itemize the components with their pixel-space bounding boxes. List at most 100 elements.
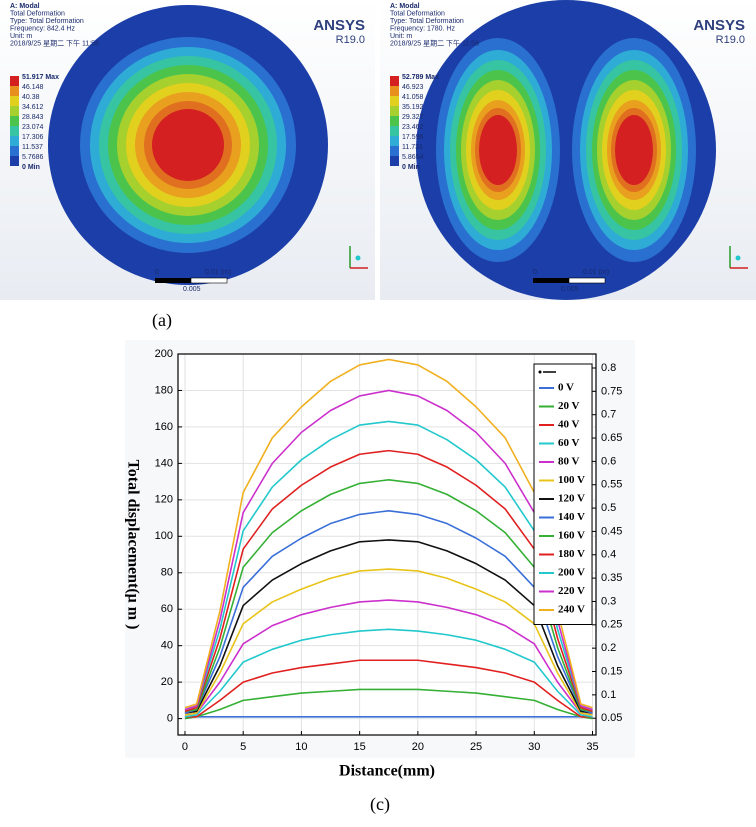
y2-tick-label: 0.2 xyxy=(601,642,616,654)
y-tick-label: 80 xyxy=(161,567,173,579)
triad-axis xyxy=(356,256,361,261)
panel-header: Frequency: 1780. Hz xyxy=(390,25,455,32)
panel-header: A: Modal xyxy=(390,3,420,10)
y-axis-label: Total displacement(μ m ) xyxy=(124,460,141,630)
legend-value: 51.917 Max xyxy=(22,74,59,81)
legend-label: 100 V xyxy=(558,474,585,486)
legend-value: 17.596 xyxy=(402,134,424,141)
legend-band xyxy=(10,106,19,116)
legend-value: 11.731 xyxy=(402,144,423,151)
legend-value: 52.789 Max xyxy=(402,74,439,81)
scale-bar xyxy=(533,278,569,283)
y-tick-label: 60 xyxy=(161,603,173,615)
scale-label: 0.005 xyxy=(183,286,201,293)
legend-value: 35.192 xyxy=(402,104,424,111)
legend-value: 0 Min xyxy=(22,164,40,171)
legend-band xyxy=(390,136,399,146)
legend-label: 40 V xyxy=(558,419,580,431)
scale-label: 0 xyxy=(533,269,537,276)
version: R19.0 xyxy=(336,34,365,46)
panel-header: Unit: m xyxy=(390,33,412,40)
caption: (c) xyxy=(370,794,390,815)
triad-axis xyxy=(736,256,741,261)
panel-header: Type: Total Deformation xyxy=(390,18,464,25)
legend-band xyxy=(10,116,19,126)
brand: ANSYS xyxy=(693,17,745,34)
legend-value: 23.074 xyxy=(22,124,44,131)
legend-band xyxy=(10,156,19,166)
y2-tick-label: 0.65 xyxy=(601,432,622,444)
scale-label: 0.005 xyxy=(561,286,579,293)
y2-tick-label: 0.3 xyxy=(601,595,616,607)
y2-tick-label: 0.75 xyxy=(601,385,622,397)
y-tick-label: 180 xyxy=(155,384,173,396)
y2-tick-label: 0.05 xyxy=(601,712,622,724)
legend-value: 46.148 xyxy=(22,84,44,91)
y-tick-label: 120 xyxy=(155,494,173,506)
y2-tick-label: 0.1 xyxy=(601,689,616,701)
legend-band xyxy=(390,156,399,166)
x-tick-label: 10 xyxy=(295,741,307,753)
legend-band xyxy=(10,136,19,146)
x-tick-label: 15 xyxy=(354,741,366,753)
scale-bar xyxy=(569,278,605,283)
y-tick-label: 20 xyxy=(161,676,173,688)
scale-label: 0 xyxy=(155,269,159,276)
legend-band xyxy=(390,106,399,116)
legend-label: 80 V xyxy=(558,456,580,468)
legend-label: 200 V xyxy=(558,567,585,579)
panel-header: Type: Total Deformation xyxy=(10,18,84,25)
legend-label: 220 V xyxy=(558,585,585,597)
legend-label: 160 V xyxy=(558,530,585,542)
legend-label: 20 V xyxy=(558,400,580,412)
scale-label: 0.01 (m) xyxy=(205,269,231,276)
contour-band xyxy=(615,115,653,185)
legend-value: 0 Min xyxy=(402,164,420,171)
legend-band xyxy=(390,126,399,136)
y2-tick-label: 0.25 xyxy=(601,619,622,631)
panel-header: 2018/9/25 星期二 下午 11:58 xyxy=(10,38,99,47)
legend-value: 41.058 xyxy=(402,94,424,101)
contour-band xyxy=(152,109,224,181)
legend-value: 40.38 xyxy=(22,94,40,101)
contour-band xyxy=(479,115,517,185)
legend-band xyxy=(390,146,399,156)
legend-band xyxy=(390,76,399,86)
figure: A: ModalTotal DeformationType: Total Def… xyxy=(0,0,756,822)
legend-band xyxy=(390,96,399,106)
x-tick-label: 30 xyxy=(528,741,540,753)
legend-band xyxy=(10,146,19,156)
y-tick-label: 40 xyxy=(161,640,173,652)
panel-header: Total Deformation xyxy=(10,10,65,17)
legend-label: 140 V xyxy=(558,511,585,523)
x-tick-label: 35 xyxy=(586,741,598,753)
x-tick-label: 5 xyxy=(240,741,246,753)
y2-tick-label: 0.8 xyxy=(601,362,616,374)
legend-label: 120 V xyxy=(558,493,585,505)
y-tick-label: 200 xyxy=(155,348,173,360)
x-axis-label: Distance(mm) xyxy=(339,763,435,780)
legend-marker xyxy=(539,371,542,374)
legend-value: 17.306 xyxy=(22,134,44,141)
x-tick-label: 0 xyxy=(182,741,188,753)
legend-label: 180 V xyxy=(558,548,585,560)
legend-value: 11.537 xyxy=(22,144,43,151)
y2-tick-label: 0.35 xyxy=(601,572,622,584)
legend-value: 5.8654 xyxy=(402,154,424,161)
legend-band xyxy=(10,96,19,106)
y2-tick-label: 0.5 xyxy=(601,502,616,514)
panel-header: 2018/9/25 星期二 下午 11:58 xyxy=(390,38,479,47)
y-tick-label: 160 xyxy=(155,421,173,433)
y2-tick-label: 0.55 xyxy=(601,479,622,491)
brand: ANSYS xyxy=(313,17,365,34)
y2-tick-label: 0.4 xyxy=(601,549,616,561)
panel-header: Unit: m xyxy=(10,33,32,40)
legend-band xyxy=(10,126,19,136)
x-tick-label: 20 xyxy=(412,741,424,753)
legend-band xyxy=(390,86,399,96)
legend-label: 60 V xyxy=(558,437,580,449)
y-tick-label: 140 xyxy=(155,457,173,469)
legend-band xyxy=(390,116,399,126)
legend-value: 28.843 xyxy=(22,114,44,121)
legend-value: 29.327 xyxy=(402,114,424,121)
